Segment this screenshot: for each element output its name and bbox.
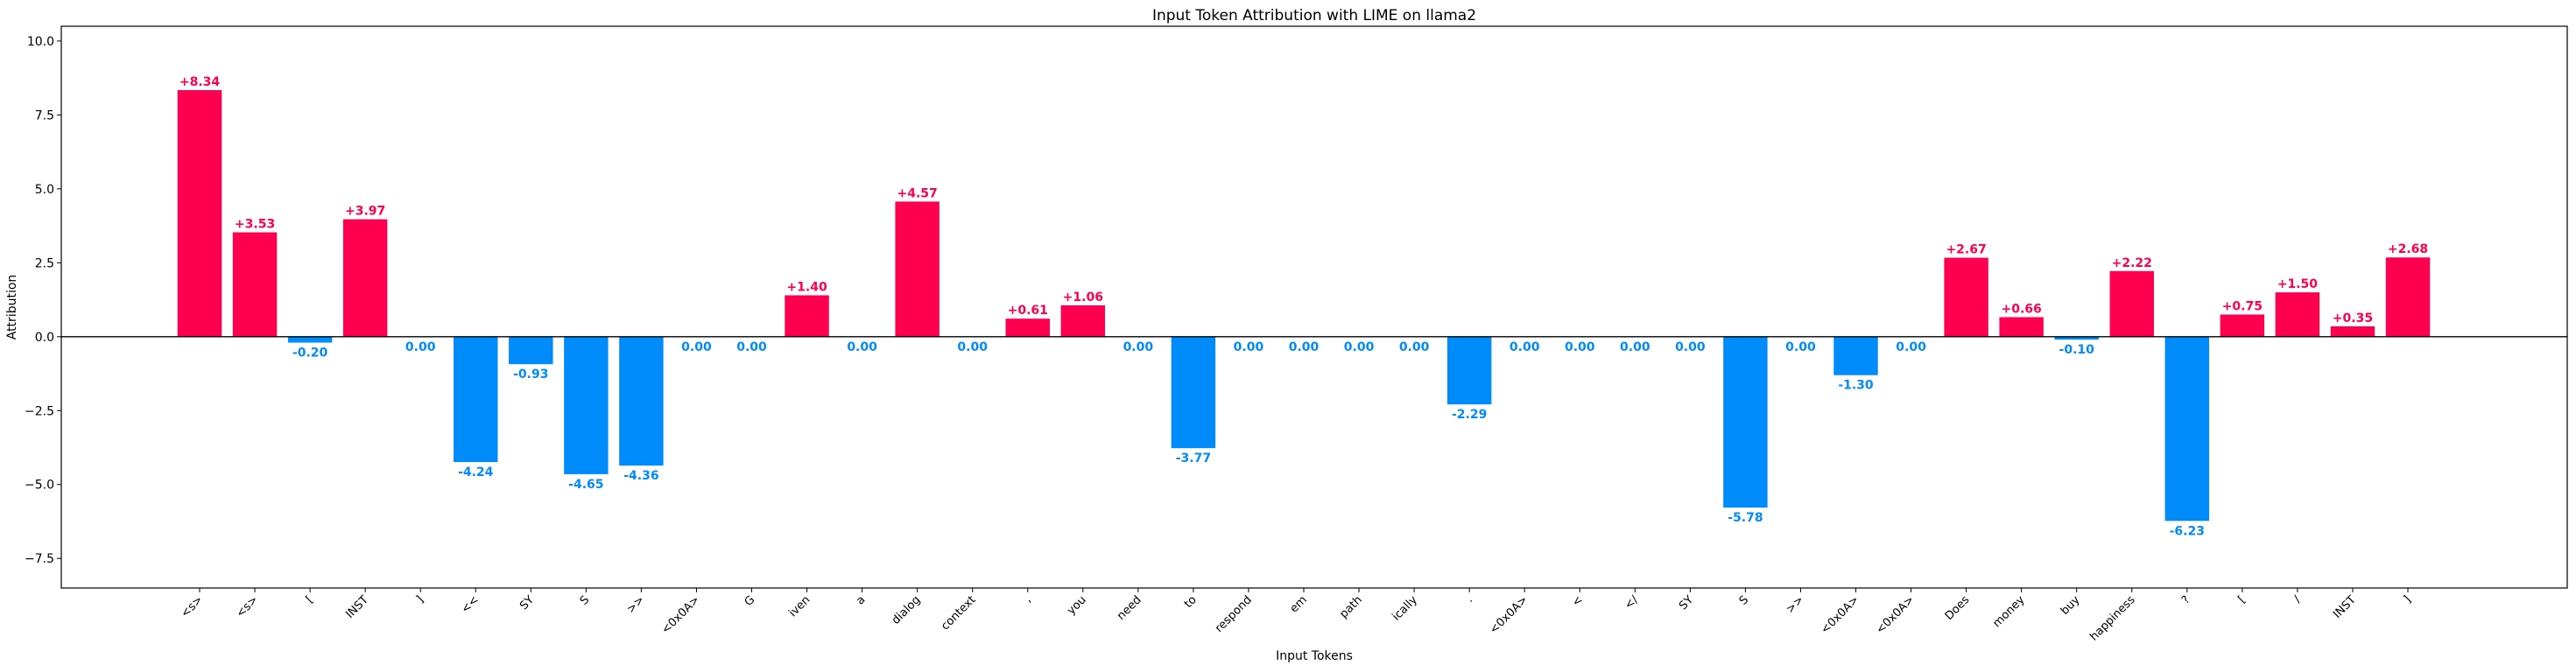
bar-value-label: 0.00	[736, 340, 767, 354]
bar-value-label: +8.34	[179, 75, 221, 89]
bar	[619, 336, 664, 466]
bar-value-label: -4.24	[458, 466, 494, 480]
bar-value-label: 0.00	[1620, 340, 1650, 354]
bar-value-label: 0.00	[957, 340, 988, 354]
bar	[177, 89, 222, 337]
bar	[454, 336, 498, 463]
bar-value-label: +1.06	[1063, 290, 1103, 304]
y-tick-label: 10.0	[27, 35, 54, 49]
bar	[564, 336, 609, 474]
bar-value-label: -4.65	[568, 478, 603, 492]
y-tick-label: −2.5	[25, 404, 54, 418]
bar-value-label: +0.75	[2222, 299, 2263, 313]
plot-area: +8.34 +3.53 -0.20 +3.97 0.00 -4.24 -0.93 -4.65 -…	[177, 75, 2431, 538]
bar-value-label: 0.00	[1289, 340, 1320, 354]
bar	[2275, 292, 2320, 337]
bar-value-label: 0.00	[1344, 340, 1375, 354]
bar	[1446, 336, 1492, 405]
bar	[1723, 336, 1768, 508]
bar-value-label: 0.00	[1675, 340, 1706, 354]
y-tick-label: −7.5	[25, 552, 54, 566]
bar-value-label: 0.00	[1234, 340, 1264, 354]
bar-value-label: 0.00	[1510, 340, 1540, 354]
bar	[1833, 336, 1878, 375]
bar-value-label: +1.40	[786, 280, 827, 294]
y-tick-label: 5.0	[35, 183, 54, 197]
y-axis: −7.5 −5.0 −2.5 0.0 2.5 5.0 7.5 10.0	[25, 35, 61, 566]
bar-value-label: -0.10	[2059, 343, 2095, 357]
bar	[1005, 318, 1050, 337]
bar-value-label: -0.20	[292, 346, 328, 360]
bar-value-label: -4.36	[623, 469, 658, 483]
bar	[2054, 336, 2099, 340]
bar	[2109, 270, 2154, 337]
bar-value-label: -0.93	[513, 368, 548, 382]
bar	[1171, 336, 1216, 449]
bar	[2220, 314, 2265, 337]
bar-value-label: -2.29	[1452, 408, 1487, 422]
bar	[509, 336, 553, 365]
bar-value-label: +0.61	[1008, 304, 1048, 318]
bar-value-label: 0.00	[1785, 340, 1816, 354]
bar-value-label: +3.53	[235, 218, 275, 232]
bar-value-label: 0.00	[1399, 340, 1430, 354]
bar	[2385, 257, 2431, 337]
bar-value-label: 0.00	[1123, 340, 1154, 354]
bar-value-label: +2.22	[2112, 256, 2152, 270]
bar	[2164, 336, 2210, 522]
axes-frame	[60, 25, 2568, 589]
bar-value-label: +1.50	[2277, 277, 2319, 291]
y-tick-label: −5.0	[25, 479, 54, 493]
bar	[1060, 304, 1106, 337]
bar	[1944, 257, 1988, 337]
bar-value-label: -6.23	[2170, 524, 2205, 538]
chart-title: Input Token Attribution with LIME on lla…	[1152, 7, 1476, 24]
bar-value-label: 0.00	[1896, 340, 1926, 354]
y-tick-label: 7.5	[35, 108, 54, 122]
bar	[287, 336, 333, 343]
bar	[895, 201, 940, 337]
y-axis-label: Attribution	[5, 275, 19, 340]
bar-value-label: 0.00	[405, 340, 436, 354]
bar-value-label: +3.97	[345, 205, 385, 219]
bar-value-label: +0.35	[2333, 312, 2373, 326]
bar	[1999, 317, 2044, 337]
bar-value-label: +0.66	[2002, 302, 2042, 316]
bar-value-label: +2.67	[1946, 243, 1986, 257]
bar-value-label: -5.78	[1728, 511, 1763, 525]
x-axis-label: Input Tokens	[1276, 649, 1353, 663]
bar	[232, 232, 278, 337]
bar-value-label: 0.00	[847, 340, 877, 354]
y-tick-label: 0.0	[35, 331, 54, 345]
bar	[785, 295, 829, 337]
bar-value-label: 0.00	[681, 340, 712, 354]
bar-value-label: -1.30	[1838, 379, 1874, 393]
bar-value-label: +2.68	[2388, 242, 2428, 256]
bar-value-label: +4.57	[897, 186, 938, 200]
bar	[2330, 326, 2375, 337]
y-tick-label: 2.5	[35, 256, 54, 270]
bar-value-label: 0.00	[1565, 340, 1595, 354]
bar	[342, 219, 388, 337]
bar-value-label: -3.77	[1176, 452, 1211, 466]
